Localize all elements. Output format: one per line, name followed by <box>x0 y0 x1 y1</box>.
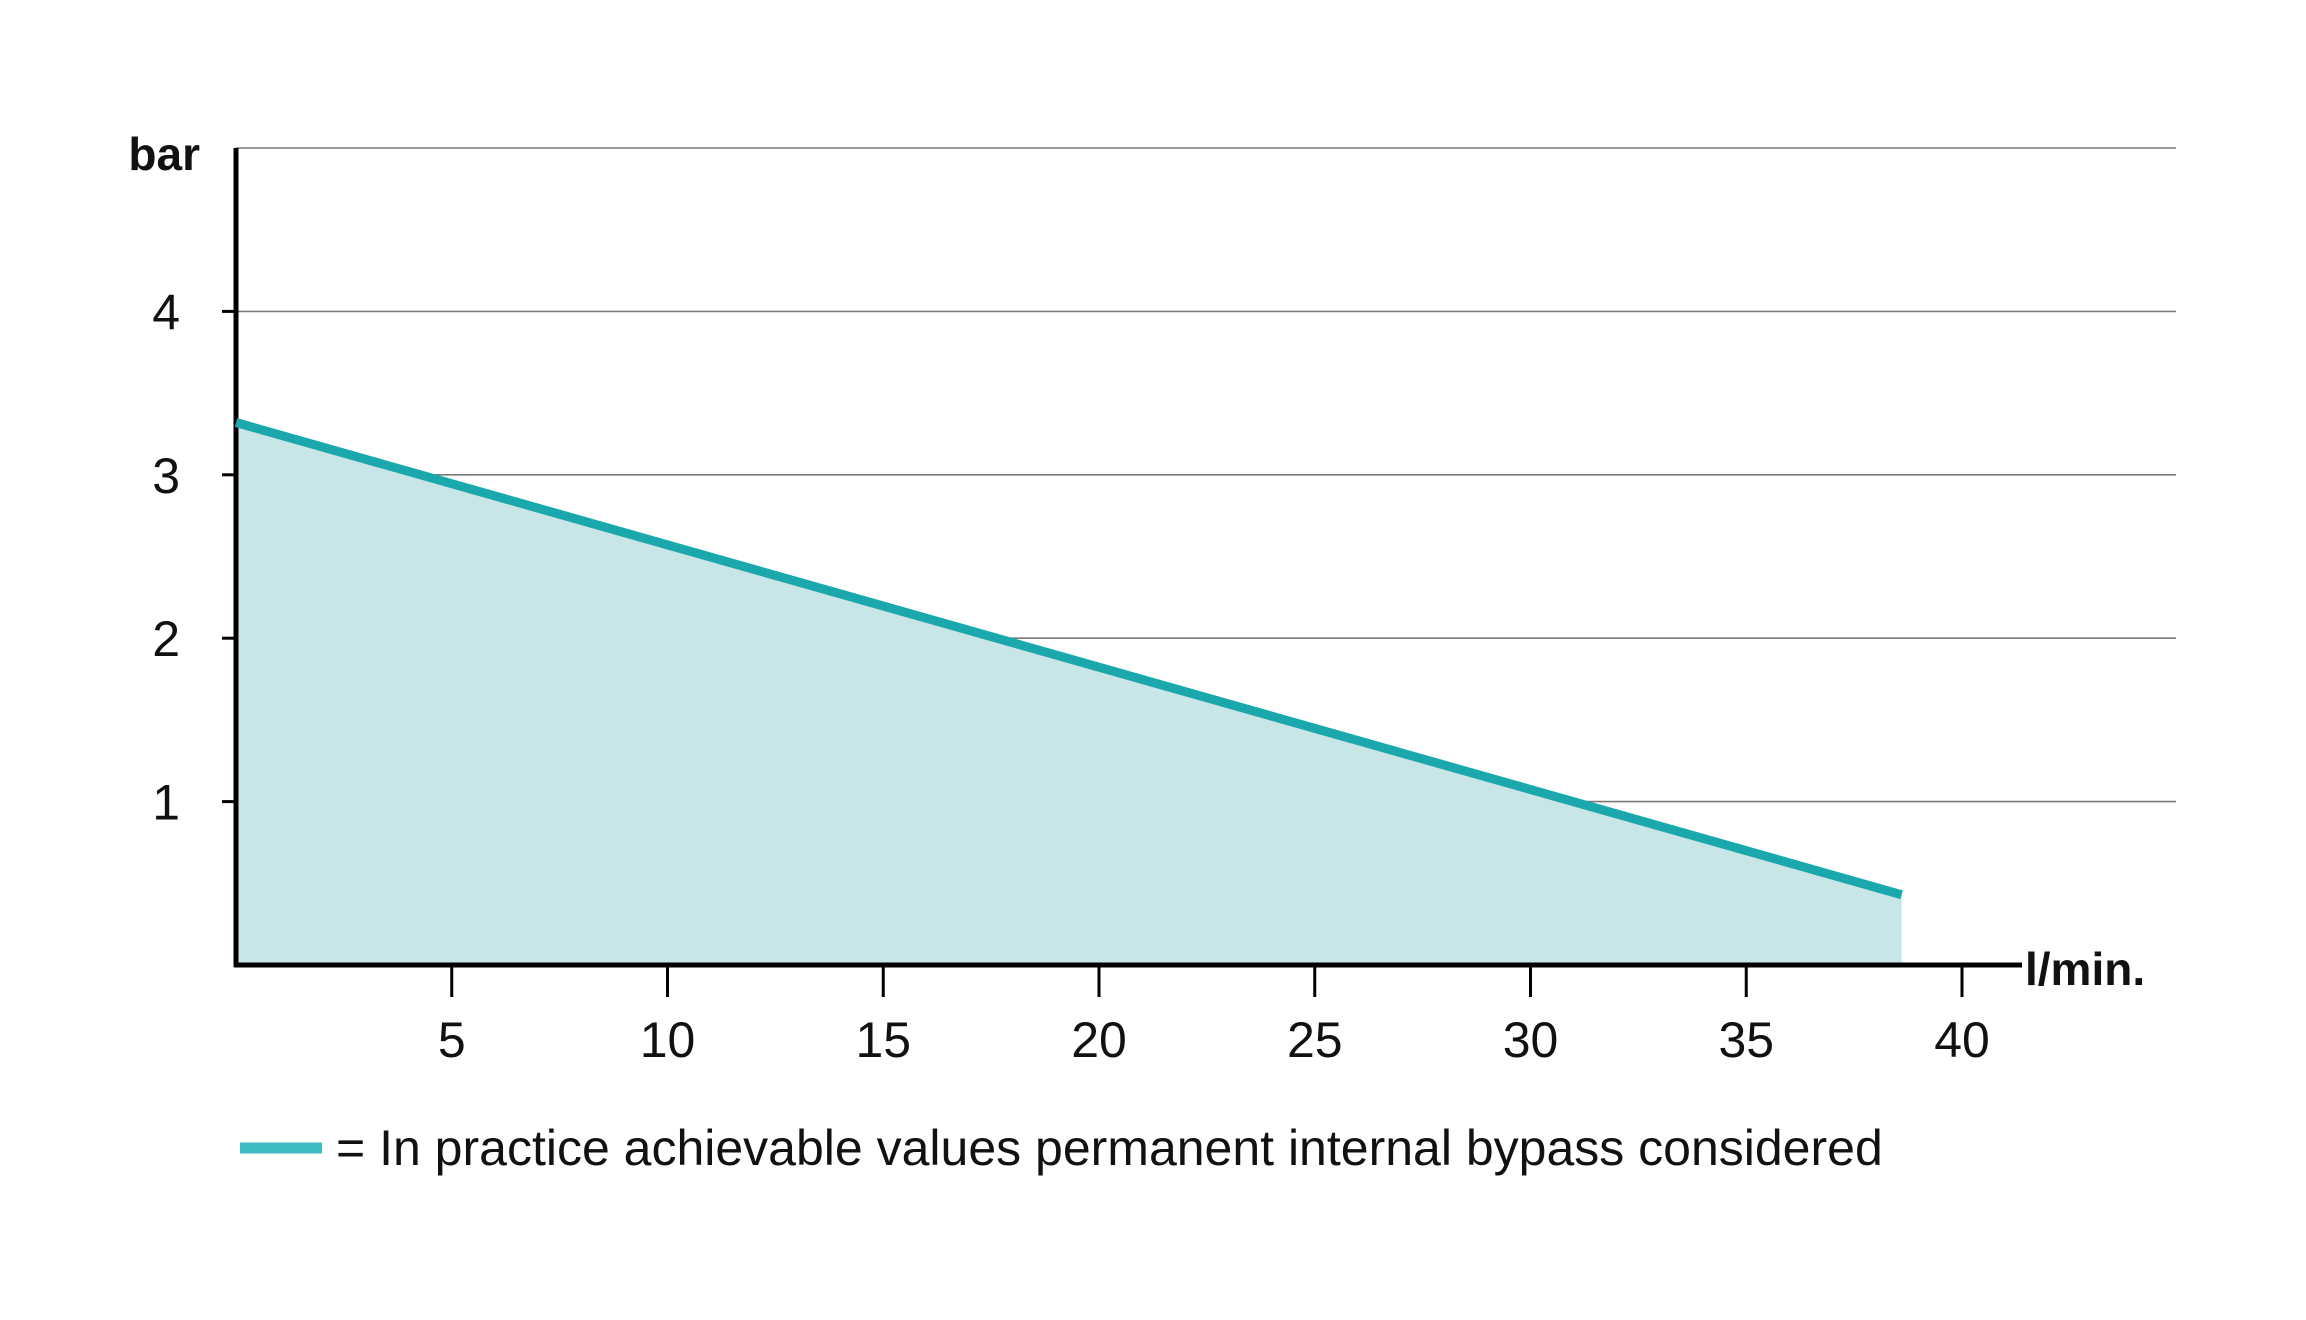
y-tick-label: 1 <box>152 775 180 831</box>
axes <box>233 148 2022 968</box>
x-axis-title: l/min. <box>2025 943 2145 995</box>
series-line <box>234 418 1903 900</box>
y-tick-label: 2 <box>152 611 180 667</box>
x-tick-label: 5 <box>438 1012 466 1068</box>
y-tick-label: 4 <box>152 284 180 340</box>
legend: = In practice achievable values permanen… <box>240 1120 1883 1176</box>
x-tick-label: 10 <box>640 1012 696 1068</box>
legend-label: = In practice achievable values permanen… <box>336 1120 1883 1176</box>
x-tick-label: 25 <box>1287 1012 1343 1068</box>
x-tick-label: 20 <box>1071 1012 1127 1068</box>
x-tick-label: 15 <box>855 1012 911 1068</box>
area-layer <box>236 422 1902 966</box>
x-tick-label: 40 <box>1934 1012 1990 1068</box>
ticks: 1 2 3 4 5 10 15 20 25 30 35 40 <box>152 284 1990 1068</box>
y-axis-title: bar <box>128 128 200 180</box>
series-area <box>236 422 1902 966</box>
x-tick-label: 35 <box>1718 1012 1774 1068</box>
series-line-layer <box>234 418 1903 900</box>
x-tick-label: 30 <box>1503 1012 1559 1068</box>
y-tick-label: 3 <box>152 448 180 504</box>
